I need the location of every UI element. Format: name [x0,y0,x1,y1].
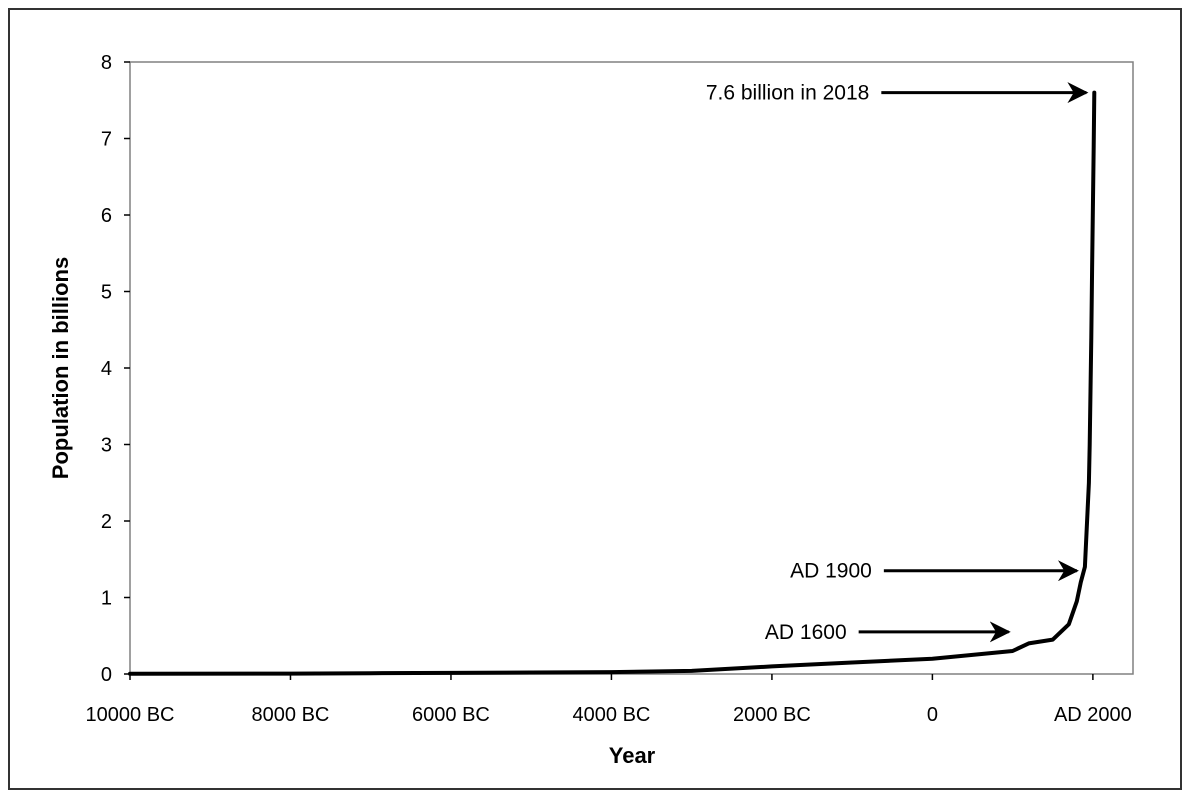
y-tick-label: 8 [101,52,112,74]
chart-frame [8,8,1182,790]
plot-area [129,61,1134,675]
x-tick-label: 6000 BC [412,704,490,726]
y-axis-title: Population in billions [48,257,73,479]
x-tick-label: 0 [927,704,938,726]
x-tick-label: 2000 BC [733,704,811,726]
y-tick-label: 4 [101,358,112,380]
annotation-label: AD 1600 [765,621,847,644]
series-layer [128,90,1097,676]
y-tick-label: 5 [101,282,112,304]
y-axis: 0 1 2 3 4 5 6 7 8 [101,52,130,686]
y-tick-label: 0 [101,664,112,686]
y-tick-label: 1 [101,588,112,610]
x-axis-title: Year [609,743,656,768]
y-tick-label: 7 [101,129,112,151]
y-tick-label: 2 [101,511,112,533]
x-axis: 10000 BC 8000 BC 6000 BC 4000 BC 2000 BC 0 AD … [86,674,1132,726]
population-series-line [128,90,1097,676]
x-tick-label: 4000 BC [573,704,651,726]
y-tick-label: 6 [101,205,112,227]
y-tick-label: 3 [101,435,112,457]
annotation-label: 7.6 billion in 2018 [706,82,869,105]
x-tick-label: 10000 BC [86,704,175,726]
x-tick-label: 8000 BC [252,704,330,726]
annotation-layer: 7.6 billion in 2018 AD 1900 AD 1600 [706,82,1089,644]
annotation-label: AD 1900 [790,560,872,583]
x-tick-label: AD 2000 [1054,704,1132,726]
